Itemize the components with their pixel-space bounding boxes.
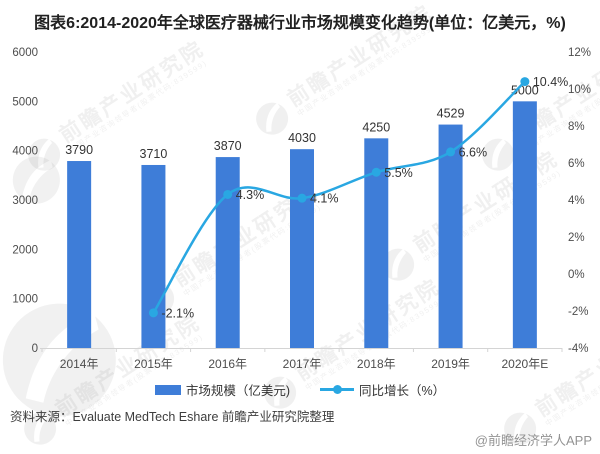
legend-label: 同比增长（%） — [359, 384, 446, 398]
legend-label: 市场规模（亿美元) — [185, 384, 291, 398]
line-point — [446, 147, 456, 157]
watermark-logo-icon — [482, 138, 515, 171]
line-value-label: 5.5% — [384, 166, 413, 180]
y-axis-right-label: 12% — [568, 47, 591, 59]
bar-value-label: 3790 — [65, 143, 93, 157]
y-axis-left-label: 1000 — [12, 294, 38, 306]
x-axis-label: 2019年 — [431, 357, 470, 371]
bar — [67, 161, 92, 348]
bar — [438, 124, 463, 348]
chart-title: 图表6:2014-2020年全球医疗器械行业市场规模变化趋势(单位：亿美元，%) — [34, 15, 566, 32]
watermark-logo-icon — [12, 156, 60, 204]
bar-value-label: 3710 — [140, 147, 168, 161]
y-axis-left-label: 6000 — [12, 47, 38, 59]
credit-note: @前瞻经济学人APP — [474, 433, 592, 448]
watermark-logo-icon — [264, 376, 297, 409]
legend-item: 市场规模（亿美元) — [154, 380, 291, 399]
watermark-logo-icon — [256, 102, 289, 135]
line-point — [148, 308, 158, 318]
bar-value-label: 4250 — [362, 120, 390, 134]
y-axis-right-label: 10% — [568, 84, 591, 96]
y-axis-right-label: 6% — [568, 158, 585, 170]
watermark-logo-icon — [504, 412, 537, 445]
y-axis-left-label: 4000 — [12, 146, 38, 158]
bar — [512, 101, 537, 348]
watermark: 前瞻产业研究院中国产业咨询领导者(股票代码:839599) — [17, 310, 211, 452]
watermark: 前瞻产业研究院中国产业咨询领导者(股票代码:839599) — [475, 36, 600, 178]
x-axis-label: 2016年 — [208, 357, 247, 371]
bar-value-label: 4030 — [288, 131, 316, 145]
legend-item: 同比增长（%） — [320, 380, 445, 399]
y-axis-right-label: -4% — [568, 343, 588, 355]
line-value-label: 4.1% — [310, 192, 339, 206]
y-axis-left-label: 2000 — [12, 244, 38, 256]
bar — [215, 157, 240, 348]
line-point — [297, 193, 307, 203]
watermark: 前瞻产业研究院中国产业咨询领导者(股票代码:839599) — [21, 36, 215, 178]
x-axis-label: 2014年 — [60, 357, 99, 371]
line-value-label: 10.4% — [533, 75, 568, 89]
line-point — [371, 167, 381, 177]
y-axis-right-label: 2% — [568, 232, 585, 244]
source-note: 资料来源：Evaluate MedTech Eshare 前瞻产业研究院整理 — [10, 410, 335, 424]
watermark: 前瞻产业研究院中国产业咨询领导者(股票代码:839599) — [497, 310, 600, 452]
y-axis-right-label: 4% — [568, 195, 585, 207]
growth-line — [152, 80, 527, 315]
bar — [141, 164, 166, 348]
y-axis-left-label: 0 — [32, 343, 38, 355]
bar-value-label: 4529 — [437, 107, 465, 121]
bar-value-label: 3870 — [214, 139, 242, 153]
x-axis-label: 2018年 — [357, 357, 396, 371]
bar-value-label: 5000 — [511, 83, 539, 97]
watermark-logo-icon — [382, 248, 415, 281]
watermark-logo-large — [6, 149, 69, 215]
watermark: 前瞻产业研究院中国产业咨询领导者(股票代码:839599) — [249, 0, 443, 142]
x-axis-label: 2020年E — [502, 357, 549, 371]
x-axis-label: 2017年 — [283, 357, 322, 371]
line-value-label: 4.3% — [236, 188, 265, 202]
line-point — [223, 189, 233, 199]
legend-line-swatch-icon — [320, 385, 355, 394]
y-axis-right-label: -2% — [568, 306, 588, 318]
watermark: 前瞻产业研究院中国产业咨询领导者(股票代码:839599) — [375, 146, 569, 288]
x-axis-label: 2015年 — [134, 357, 173, 371]
chart-legend: 市场规模（亿美元) 同比增长（%） — [0, 380, 600, 399]
y-axis-right-label: 0% — [568, 269, 585, 281]
line-value-label: -2.1% — [161, 306, 194, 320]
line-value-label: 6.6% — [459, 145, 488, 159]
watermark-logo-icon — [28, 138, 61, 171]
watermark-logo-icon — [24, 412, 57, 445]
line-point — [520, 77, 530, 87]
y-axis-left-label: 3000 — [12, 195, 38, 207]
legend-bar-swatch-icon — [154, 384, 181, 395]
bar — [290, 149, 314, 348]
y-axis-left-label: 5000 — [12, 96, 38, 108]
y-axis-right-label: 8% — [568, 121, 585, 133]
legend-line-dot — [333, 385, 343, 394]
